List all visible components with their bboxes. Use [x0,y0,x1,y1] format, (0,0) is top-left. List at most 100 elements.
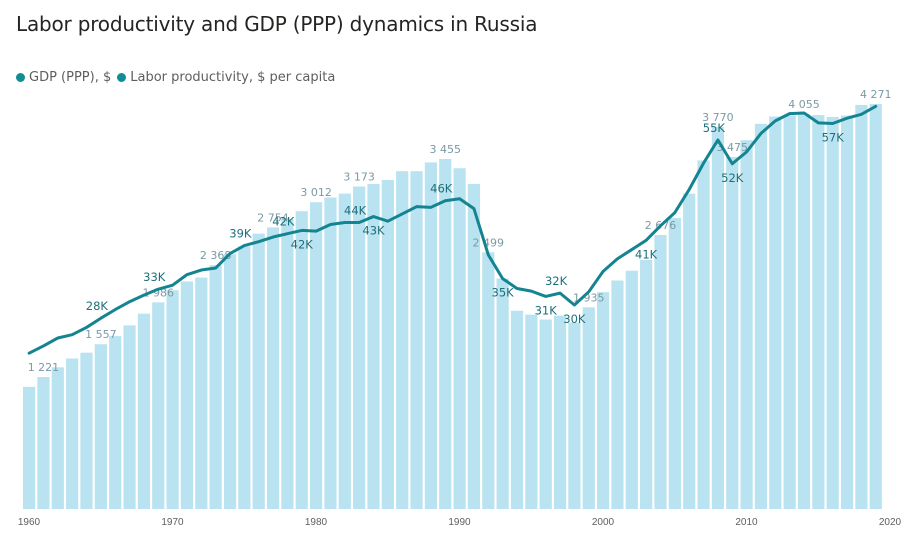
bar-2010[interactable] [740,140,753,509]
line-label-1997: 32K [545,274,568,288]
bar-1982[interactable] [338,193,351,509]
bar-label-1980: 3 012 [300,186,332,199]
bar-1997[interactable] [553,315,567,509]
bar-2018[interactable] [855,104,868,509]
bar-2015[interactable] [812,115,825,509]
legend-dot-gdp-icon [16,73,25,82]
bar-1998[interactable] [568,322,581,509]
bar-1994[interactable] [510,310,524,509]
bar-1970[interactable] [166,290,179,509]
legend-item-productivity[interactable]: Labor productivity, $ per capita [117,70,335,85]
bar-1993[interactable] [496,278,509,509]
bar-2013[interactable] [783,115,796,510]
bar-1975[interactable] [238,246,251,509]
bar-1967[interactable] [123,325,136,509]
bar-1979[interactable] [295,211,308,510]
x-tick-1980: 1980 [305,517,328,528]
bar-1988[interactable] [424,162,437,509]
bar-1989[interactable] [439,159,452,509]
bar-label-1965: 1 557 [85,328,117,341]
bar-1973[interactable] [209,265,222,509]
bar-label-1961: 1 221 [28,361,60,374]
line-label-1993: 35K [492,286,515,300]
bar-1987[interactable] [410,171,423,509]
x-tick-1970: 1970 [161,517,184,528]
bar-2002[interactable] [625,270,638,509]
bar-1983[interactable] [353,186,366,509]
bar-label-1992: 2 499 [473,236,505,249]
line-labels: 28K 33K 39K 42K 42K 44K 43K 46K 35K 31K 32K 30K 41K 5… [86,121,844,326]
bar-label-1969: 1 986 [143,286,175,299]
bar-2008[interactable] [711,127,724,509]
x-tick-2020: 2020 [879,517,902,528]
bar-1984[interactable] [367,183,380,510]
bar-1965[interactable] [94,344,107,509]
bar-1991[interactable] [467,183,481,510]
bar-1995[interactable] [525,314,538,509]
line-label-1984: 43K [362,224,385,238]
bar-1971[interactable] [180,281,194,509]
bar-1978[interactable] [281,219,294,509]
bar-2016[interactable] [826,116,839,509]
bar-label-2014: 4 055 [788,98,820,111]
x-tick-1960: 1960 [18,517,41,528]
productivity-line[interactable] [27,104,878,355]
bar-1962[interactable] [51,367,64,509]
bar-1996[interactable] [539,319,552,509]
line-label-1998: 30K [563,312,586,326]
line-label-1978: 42K [272,215,295,229]
bar-1980[interactable] [310,202,323,509]
legend: GDP (PPP), $ Labor productivity, $ per c… [16,70,341,85]
bar-label-2008: 3 770 [702,111,734,124]
line-label-2009: 52K [721,171,744,185]
bar-1990[interactable] [453,168,466,509]
bar-1992[interactable] [482,252,495,509]
x-axis: 1960 1970 1980 1990 2000 2010 2020 [18,517,902,528]
chart-title: Labor productivity and GDP (PPP) dynamic… [16,12,538,36]
bar-1985[interactable] [381,179,394,510]
line-label-2008: 55K [703,121,726,135]
bar-1974[interactable] [223,254,237,509]
bar-2006[interactable] [683,193,696,509]
bar-2004[interactable] [654,235,667,509]
bar-1968[interactable] [137,313,150,509]
bar-2001[interactable] [611,280,624,509]
bar-1969[interactable] [152,302,165,509]
bar-2011[interactable] [754,123,768,509]
legend-label-productivity: Labor productivity, $ per capita [130,70,336,85]
bar-2014[interactable] [797,113,811,509]
bar-label-1989: 3 455 [430,143,462,156]
line-label-2016: 57K [822,131,845,145]
x-tick-1990: 1990 [448,517,471,528]
line-label-2003: 41K [635,247,658,261]
bar-2007[interactable] [697,160,710,509]
bar-1964[interactable] [80,352,93,509]
line-label-1979: 42K [291,237,314,251]
bar-1960[interactable] [23,386,36,509]
bar-2017[interactable] [840,115,854,510]
bar-1966[interactable] [109,336,122,509]
line-series-productivity [27,104,878,355]
bar-series-gdp [23,104,882,510]
bar-1981[interactable] [324,197,337,509]
bar-1972[interactable] [195,277,208,509]
bar-label-1983: 3 173 [343,171,375,184]
line-label-1983: 44K [344,204,367,218]
bar-1977[interactable] [266,227,280,509]
line-label-1965: 28K [86,299,109,313]
bar-2009[interactable] [726,156,739,509]
bar-1961[interactable] [37,377,50,509]
legend-label-gdp: GDP (PPP), $ [29,70,112,85]
bar-2019[interactable] [869,104,882,509]
bar-2005[interactable] [668,218,681,509]
legend-item-gdp[interactable]: GDP (PPP), $ [16,70,111,85]
x-tick-2000: 2000 [592,517,615,528]
bar-2003[interactable] [640,259,653,509]
bar-1976[interactable] [252,233,265,509]
bar-1963[interactable] [66,358,79,509]
bar-2012[interactable] [769,116,782,510]
bar-2000[interactable] [597,292,610,509]
bar-1999[interactable] [582,307,595,509]
bar-1986[interactable] [396,171,409,509]
